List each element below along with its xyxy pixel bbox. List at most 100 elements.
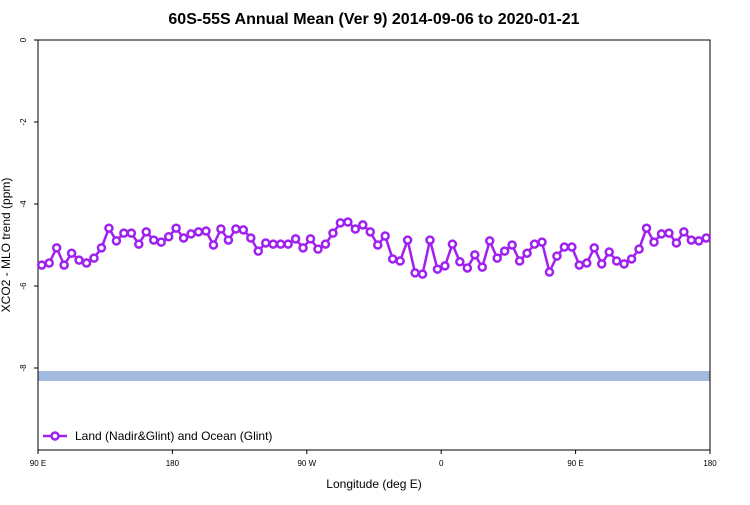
data-point [163,232,174,242]
y-axis-label: XCO2 - MLO trend (ppm) [0,178,13,313]
data-point [477,262,488,272]
x-tick-label: 90 W [297,459,316,468]
data-point [96,243,107,253]
data-point [701,233,712,243]
data-point [529,239,540,249]
data-point [253,246,264,256]
data-point [611,256,622,266]
data-point [522,248,532,258]
data-point [320,239,331,249]
data-point [514,256,525,266]
data-point [664,228,674,238]
data-point [694,236,704,246]
y-tick-label: 0 [19,37,28,42]
data-point [59,260,69,270]
data-point [134,239,144,249]
data-point [193,227,204,237]
legend-marker [50,431,60,441]
data-point [410,268,420,278]
data-point [365,227,376,237]
data-point [492,253,502,263]
data-point [141,227,152,237]
data-point [604,247,614,257]
data-point [671,238,682,248]
data-point [231,224,241,234]
data-point [313,244,323,254]
data-point [641,223,652,233]
data-point [626,254,637,264]
data-point [537,237,547,247]
data-point [358,220,368,230]
coverage-band [38,371,710,381]
data-point [268,239,278,249]
data-point [343,217,353,227]
data-point [216,224,226,234]
x-tick-label: 90 E [567,459,583,468]
data-point [328,228,338,238]
data-point [298,243,308,253]
data-point [238,225,249,235]
legend-label: Land (Nadir&Glint) and Ocean (Glint) [75,429,272,443]
data-point [81,258,92,268]
data-point [74,255,84,265]
data-point [582,258,592,268]
data-point [89,253,99,263]
data-point [350,224,361,234]
data-point [260,238,271,248]
data-point [305,234,316,244]
data-point [208,240,219,250]
x-tick-label: 180 [703,459,717,468]
data-point [111,236,122,246]
data-point [686,235,697,245]
data-point [51,243,62,253]
x-tick-label: 90 E [30,459,46,468]
data-point [417,269,428,279]
data-point [223,235,234,245]
data-point [178,233,189,243]
x-tick-label: 180 [166,459,180,468]
data-point [387,254,398,264]
data-point [440,261,450,271]
data-point [552,251,562,261]
x-axis-label: Longitude (deg E) [326,477,421,491]
data-point [395,256,405,266]
data-point [559,242,570,252]
data-point [119,228,129,238]
data-point [499,246,510,256]
data-point [649,237,659,247]
data-point [186,229,196,239]
chart-title: 60S-55S Annual Mean (Ver 9) 2014-09-06 t… [168,11,579,28]
data-point [544,267,555,277]
y-tick-label: -8 [19,364,28,372]
data-point [679,227,689,237]
data-point [44,258,54,268]
data-point [246,233,256,243]
data-point [156,237,166,247]
data-point [589,243,600,253]
data-point [66,248,77,258]
data-point [432,264,443,274]
data-point [275,239,286,249]
data-point [447,239,458,249]
y-tick-label: -4 [19,200,28,208]
data-point [283,239,293,249]
data-point [171,223,181,233]
y-tick-label: -2 [19,118,28,126]
data-point [148,235,159,245]
data-point [656,229,667,239]
data-point [619,259,629,269]
data-point [567,242,577,252]
data-point [126,228,137,238]
data-point [335,218,346,228]
plot-frame [37,39,711,451]
data-point [36,260,47,270]
data-point [507,240,517,250]
data-point [455,257,465,267]
data-point [380,231,390,241]
data-point [634,244,644,254]
data-point [574,260,585,270]
x-tick-label: 0 [439,459,444,468]
data-point [484,236,495,246]
data-point [290,234,301,244]
data-point [201,226,211,236]
